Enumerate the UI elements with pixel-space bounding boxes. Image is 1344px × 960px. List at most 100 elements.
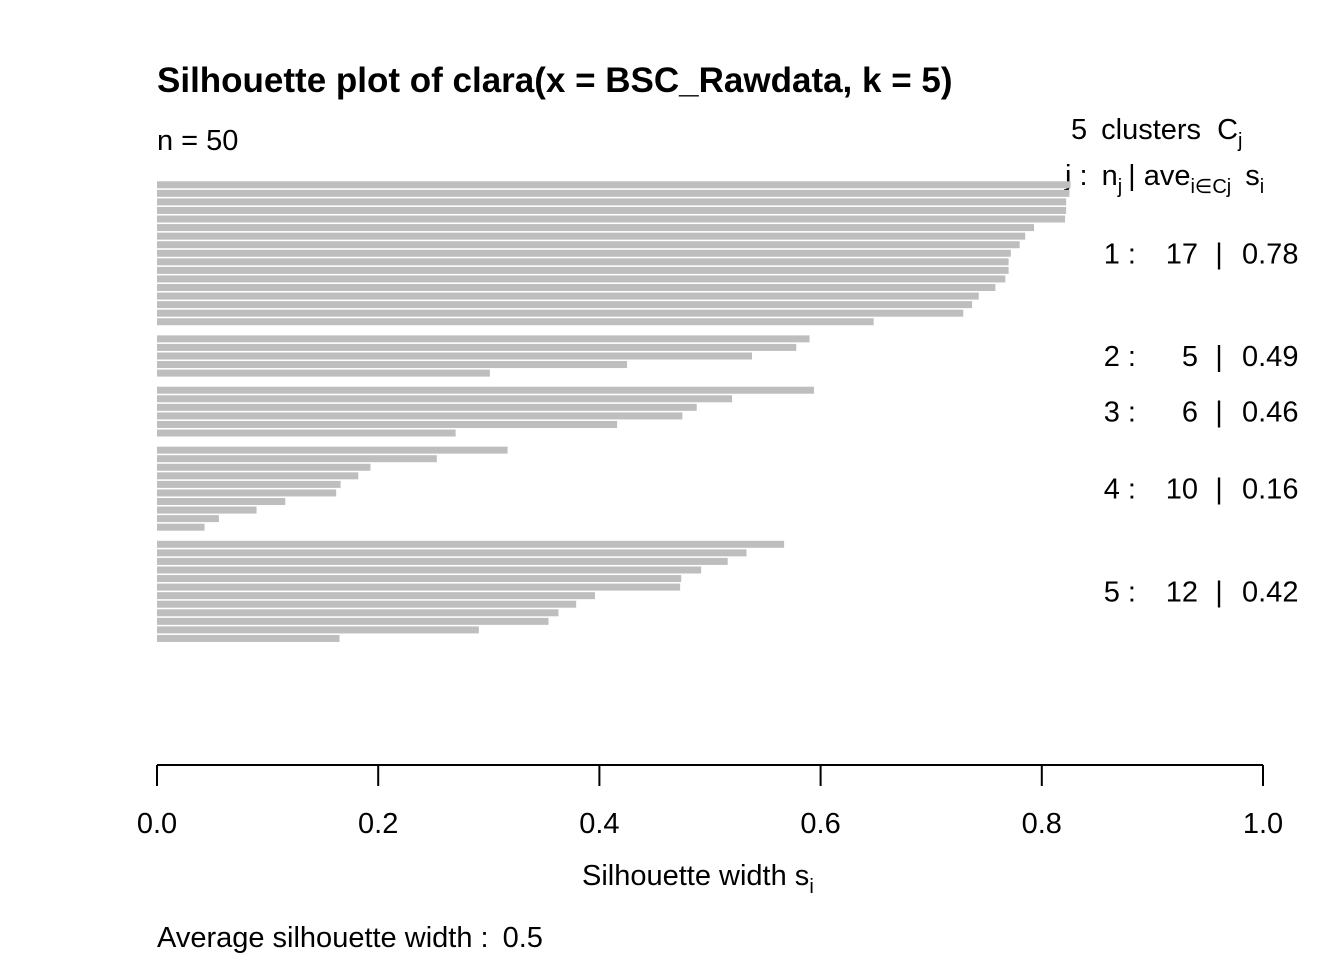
silhouette-bar-cluster-1-16: [157, 309, 964, 317]
bar-group: [157, 181, 1071, 642]
x-axis-label-sub: i: [809, 876, 813, 898]
silhouette-bar-cluster-1-1: [157, 181, 1071, 189]
silhouette-bar-cluster-1-6: [157, 224, 1035, 232]
silhouette-bar-cluster-1-4: [157, 206, 1067, 214]
cluster-id: 1 :: [1104, 238, 1136, 270]
column-ave-sub: i∈Cj: [1190, 176, 1231, 198]
cluster-size: 5: [1182, 341, 1198, 373]
silhouette-bar-cluster-3-2: [157, 395, 733, 403]
cluster-label-4: 4 : 10 | 0.16: [1104, 474, 1299, 506]
cluster-id: 3 :: [1104, 397, 1136, 429]
silhouette-bar-cluster-2-1: [157, 335, 810, 343]
silhouette-bar-cluster-5-4: [157, 566, 702, 574]
clusters-count: 5: [1071, 114, 1087, 146]
silhouette-bar-cluster-2-2: [157, 343, 797, 351]
silhouette-bar-cluster-5-8: [157, 600, 577, 608]
clusters-header: 5 clusters Cj: [1071, 114, 1242, 152]
cluster-size: 17: [1166, 238, 1198, 270]
silhouette-bar-cluster-4-8: [157, 506, 257, 514]
x-tick-label-0: 0.0: [137, 808, 177, 840]
silhouette-bar-cluster-4-2: [157, 455, 437, 463]
silhouette-bar-cluster-5-5: [157, 575, 682, 583]
x-tick-label-2: 0.4: [579, 808, 619, 840]
cluster-label-1: 1 : 17 | 0.78: [1104, 238, 1299, 270]
column-n-sub: j: [1117, 176, 1122, 198]
cluster-symbol-sub: j: [1237, 130, 1242, 152]
silhouette-bar-cluster-5-3: [157, 557, 728, 565]
cluster-labels: 1 : 17 | 0.78 2 : 5 | 0.49 3 : 6 | 0.46 4 : 10 | 0.16 5 …: [1104, 238, 1299, 608]
cluster-divider: |: [1215, 576, 1223, 608]
silhouette-bar-cluster-3-1: [157, 386, 814, 394]
silhouette-bar-cluster-1-8: [157, 241, 1020, 249]
silhouette-bar-cluster-1-2: [157, 189, 1070, 197]
silhouette-bar-cluster-1-7: [157, 232, 1026, 240]
silhouette-bar-cluster-1-9: [157, 249, 1011, 257]
silhouette-bar-cluster-5-11: [157, 626, 479, 634]
x-axis-label-main: Silhouette width s: [582, 860, 809, 892]
silhouette-bar-cluster-2-4: [157, 361, 628, 369]
cluster-divider: |: [1215, 238, 1223, 270]
cluster-divider: |: [1215, 474, 1223, 506]
cluster-average: 0.42: [1242, 576, 1298, 608]
silhouette-bar-cluster-3-5: [157, 420, 618, 428]
x-axis-label: Silhouette width si: [582, 860, 814, 898]
silhouette-bar-cluster-2-3: [157, 352, 753, 360]
x-tick-label-5: 1.0: [1243, 808, 1283, 840]
silhouette-bar-cluster-1-12: [157, 275, 1006, 283]
cluster-size: 6: [1182, 397, 1198, 429]
column-n: n: [1102, 160, 1118, 192]
silhouette-bar-cluster-5-2: [157, 549, 747, 557]
silhouette-bar-cluster-1-13: [157, 284, 996, 291]
cluster-average: 0.78: [1242, 238, 1298, 270]
x-tick-label-4: 0.8: [1022, 808, 1062, 840]
silhouette-bar-cluster-5-9: [157, 609, 559, 617]
column-divider: |: [1128, 160, 1136, 192]
silhouette-bar-cluster-5-6: [157, 583, 681, 591]
silhouette-bar-cluster-4-6: [157, 489, 337, 497]
silhouette-bar-cluster-3-3: [157, 403, 697, 411]
cluster-average: 0.16: [1242, 474, 1298, 506]
average-label: Average silhouette width :: [157, 922, 489, 954]
silhouette-bar-cluster-4-7: [157, 498, 286, 505]
silhouette-bar-cluster-1-10: [157, 258, 1009, 266]
clusters-word: clusters: [1101, 114, 1201, 146]
silhouette-bar-cluster-5-1: [157, 540, 785, 548]
silhouette-bar-cluster-5-7: [157, 592, 595, 600]
silhouette-bar-cluster-1-3: [157, 198, 1067, 206]
column-s: s: [1245, 160, 1260, 192]
cluster-divider: |: [1215, 397, 1223, 429]
average-silhouette-width: Average silhouette width : 0.5: [157, 922, 543, 954]
silhouette-bar-cluster-1-11: [157, 266, 1009, 274]
average-value: 0.5: [503, 922, 543, 954]
cluster-divider: |: [1215, 341, 1223, 373]
silhouette-bar-cluster-2-5: [157, 369, 490, 377]
x-tick-label-3: 0.6: [800, 808, 840, 840]
silhouette-bar-cluster-4-10: [157, 523, 205, 531]
silhouette-bar-cluster-4-3: [157, 463, 371, 471]
cluster-average: 0.46: [1242, 397, 1298, 429]
cluster-id: 4 :: [1104, 474, 1136, 506]
silhouette-bar-cluster-1-15: [157, 301, 973, 309]
silhouette-bar-cluster-1-17: [157, 318, 874, 326]
silhouette-bar-cluster-4-5: [157, 480, 341, 488]
cluster-label-5: 5 : 12 | 0.42: [1104, 576, 1299, 608]
silhouette-bar-cluster-3-4: [157, 412, 683, 420]
cluster-label-3: 3 : 6 | 0.46: [1104, 397, 1299, 429]
column-s-sub: i: [1260, 176, 1264, 198]
x-tick-label-1: 0.2: [358, 808, 398, 840]
silhouette-bar-cluster-1-14: [157, 292, 979, 300]
x-axis: 0.0 0.2 0.4 0.6 0.8 1.0: [137, 764, 1283, 840]
silhouette-bar-cluster-1-5: [157, 215, 1066, 223]
chart-title: Silhouette plot of clara(x = BSC_Rawdata…: [157, 61, 952, 100]
cluster-size: 10: [1166, 474, 1198, 506]
silhouette-bar-cluster-4-9: [157, 515, 219, 523]
cluster-label-2: 2 : 5 | 0.49: [1104, 341, 1299, 373]
silhouette-bar-cluster-4-1: [157, 446, 508, 454]
silhouette-bar-cluster-5-12: [157, 634, 340, 642]
cluster-symbol: C: [1217, 114, 1238, 146]
cluster-size: 12: [1166, 576, 1198, 608]
sample-size-label: n = 50: [157, 125, 238, 157]
column-header: j : nj | avei∈Cj si: [1064, 160, 1264, 198]
column-ave: ave: [1144, 160, 1191, 192]
